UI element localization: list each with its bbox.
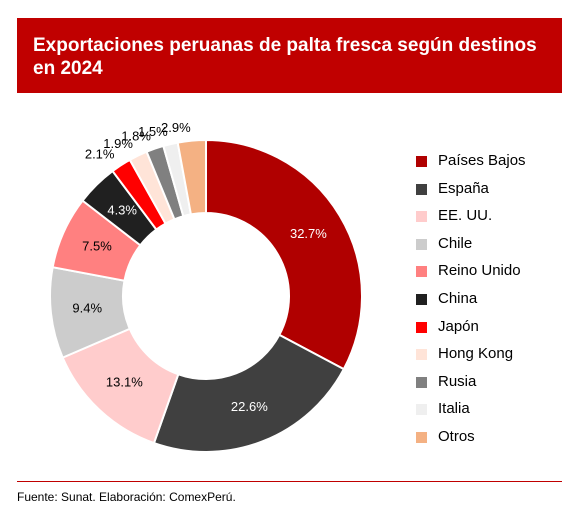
data-label-ee-uu: 13.1%	[106, 375, 143, 390]
legend-label: Italia	[438, 400, 470, 418]
legend-label: China	[438, 290, 478, 307]
legend-swatch	[416, 349, 427, 361]
legend-swatch	[416, 183, 427, 195]
source-note: Fuente: Sunat. Elaboración: ComexPerú.	[17, 490, 236, 504]
legend-label: España	[438, 179, 489, 197]
data-label-paises-bajos: 32.7%	[290, 226, 327, 241]
data-label-rusia: 1.8%	[121, 129, 151, 144]
data-label-china: 4.3%	[107, 202, 137, 217]
legend-label: Rusia	[438, 372, 477, 390]
slice-espana	[152, 333, 346, 453]
legend-swatch	[416, 321, 427, 333]
legend-label: EE. UU.	[438, 207, 493, 225]
data-label-chile: 9.4%	[72, 301, 102, 316]
slice-paises-bajos	[205, 138, 363, 371]
data-label-hong-kong: 1.9%	[103, 136, 133, 151]
legend-label: Hong Kong	[438, 345, 514, 363]
legend-swatch	[416, 238, 427, 250]
chart-header: Exportaciones peruanas de palta fresca s…	[17, 18, 562, 93]
data-label-otros: 2.9%	[161, 120, 191, 135]
legend-label: Países Bajos	[438, 152, 526, 169]
legend-swatch	[416, 294, 427, 305]
legend-swatch	[416, 404, 427, 416]
data-label-japon: 2.1%	[85, 147, 115, 162]
legend-swatch	[416, 156, 427, 167]
slice-otros	[176, 138, 207, 216]
legend-label: Chile	[438, 234, 473, 252]
legend-label: Japón	[438, 317, 479, 335]
data-label-espana: 22.6%	[231, 399, 268, 414]
legend-swatch	[416, 376, 427, 388]
legend-swatch	[416, 266, 427, 278]
footer-divider	[17, 481, 562, 482]
chart-title: Exportaciones peruanas de palta fresca s…	[33, 35, 537, 79]
data-label-reino-unido: 7.5%	[82, 239, 112, 254]
legend-swatch	[416, 432, 427, 443]
data-label-italia: 1.5%	[138, 124, 168, 139]
legend-label: Reino Unido	[438, 262, 521, 280]
legend-swatch	[416, 211, 427, 223]
legend-label: Otros	[438, 428, 475, 445]
